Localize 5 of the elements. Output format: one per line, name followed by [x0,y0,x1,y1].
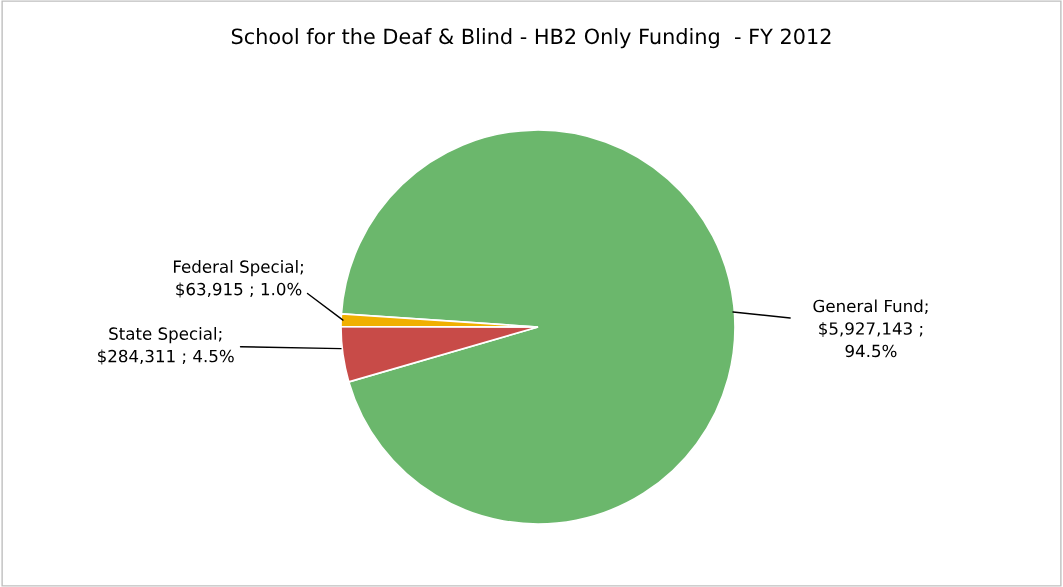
chart-title: School for the Deaf & Blind - HB2 Only Funding - FY 2012 [231,28,831,49]
slice-label: Federal Special; $63,915 ; 1.0% [173,260,303,298]
slice-label: State Special; $284,311 ; 4.5% [98,327,234,365]
slice-label: General Fund; $5,927,143 ; 94.5% [813,299,928,358]
pie-slice [340,129,736,525]
